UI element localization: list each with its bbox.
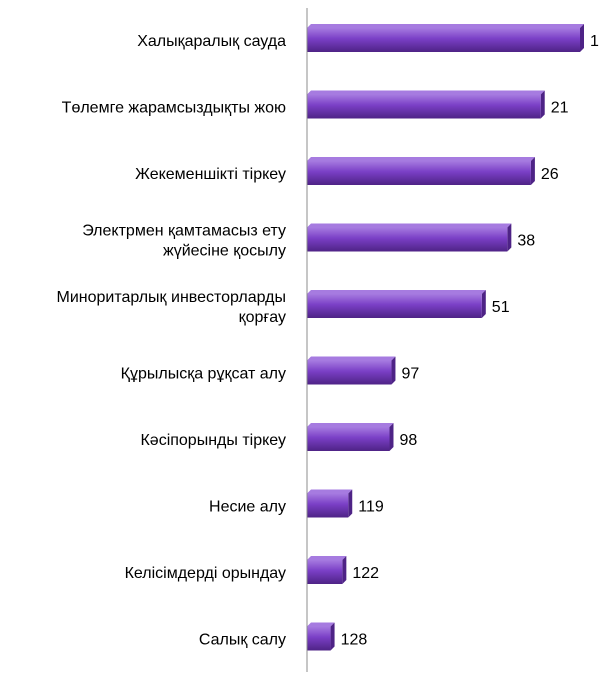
value-labels: 1 21 26 38 51 97 98 119 122 128: [341, 33, 599, 649]
bar: [307, 290, 486, 318]
value-label: 122: [352, 565, 379, 582]
value-label: 21: [551, 100, 569, 117]
category-label: Құрылысқа рұқсат алу: [121, 366, 286, 383]
category-label: Салық салу: [199, 632, 286, 649]
bar-top-face: [307, 622, 335, 627]
bar-front-face: [307, 493, 349, 518]
bar-front-face: [307, 560, 343, 584]
bar-top-face: [307, 90, 545, 95]
category-label: Кәсіпорынды тіркеу: [140, 432, 286, 449]
bar-top-face: [307, 24, 584, 28]
category-label: Жекеменшікті тіркеу: [135, 166, 286, 183]
bar-front-face: [307, 227, 508, 252]
category-labels: Халықаралық сауда Төлемге жарамсыздықты ж…: [56, 33, 286, 649]
bar: [307, 157, 535, 185]
category-label-line: Электрмен қамтамасыз ету: [82, 223, 286, 240]
bar-side-face: [507, 223, 512, 252]
category-label-line: Құрылысқа рұқсат алу: [121, 366, 286, 383]
value-label: 51: [492, 299, 510, 316]
bars-layer: [307, 24, 584, 651]
bar: [307, 556, 347, 584]
category-label-line: Несие алу: [209, 499, 286, 516]
category-label-line: жүйесіне қосылу: [163, 243, 286, 260]
value-label: 128: [341, 632, 368, 649]
bar: [307, 24, 584, 52]
bar: [307, 489, 353, 518]
bar-front-face: [307, 161, 531, 185]
bar-front-face: [307, 294, 482, 318]
bar: [307, 223, 512, 252]
bar-top-face: [307, 489, 353, 494]
value-label: 26: [541, 166, 559, 183]
bar-top-face: [307, 290, 486, 294]
category-label-line: Миноритарлық инвесторларды: [56, 289, 286, 306]
value-label: 119: [358, 499, 384, 516]
bar-side-face: [530, 157, 535, 185]
bar-side-face: [391, 356, 396, 385]
bar-front-face: [307, 427, 390, 451]
category-label: Келісімдерді орындау: [125, 565, 286, 582]
value-label: 98: [399, 432, 417, 449]
category-label-line: Кәсіпорынды тіркеу: [140, 432, 286, 449]
bar: [307, 622, 335, 651]
bar-top-face: [307, 223, 512, 228]
category-label: Төлемге жарамсыздықты жою: [62, 100, 286, 117]
category-label-line: қорғау: [239, 309, 286, 326]
bar: [307, 90, 545, 119]
category-label: Электрмен қамтамасыз ету жүйесіне қосылу: [82, 223, 286, 260]
bar-side-face: [348, 489, 353, 518]
bar-front-face: [307, 28, 580, 52]
bar: [307, 423, 394, 451]
category-label-line: Халықаралық сауда: [137, 33, 286, 50]
bar-top-face: [307, 423, 394, 427]
category-label-line: Салық салу: [199, 632, 286, 649]
category-label: Халықаралық сауда: [137, 33, 286, 50]
bar-top-face: [307, 356, 396, 361]
category-label-line: Келісімдерді орындау: [125, 565, 286, 582]
bar-front-face: [307, 94, 541, 119]
bar-side-face: [389, 423, 394, 451]
value-label: 97: [401, 366, 419, 383]
bar-front-face: [307, 360, 392, 385]
bar-side-face: [330, 622, 335, 651]
bar-top-face: [307, 157, 535, 161]
category-label-line: Төлемге жарамсыздықты жою: [62, 100, 286, 117]
bar-side-face: [342, 556, 347, 584]
category-label: Несие алу: [209, 499, 286, 516]
bar: [307, 356, 396, 385]
value-label: 1: [590, 33, 599, 50]
bar-side-face: [481, 290, 486, 318]
bar-front-face: [307, 626, 331, 651]
bar-side-face: [540, 90, 545, 119]
value-label: 38: [517, 233, 535, 250]
category-label: Миноритарлық инвесторларды қорғау: [56, 289, 286, 326]
bar-top-face: [307, 556, 347, 560]
category-label-line: Жекеменшікті тіркеу: [135, 166, 286, 183]
bar-side-face: [580, 24, 584, 52]
